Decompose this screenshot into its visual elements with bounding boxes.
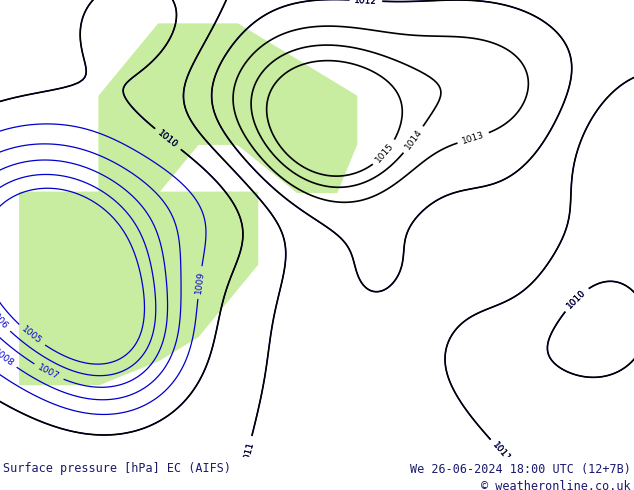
Polygon shape xyxy=(99,24,356,192)
Text: 1010: 1010 xyxy=(156,128,179,150)
Text: 1005: 1005 xyxy=(20,324,44,346)
Text: 1015: 1015 xyxy=(374,142,396,165)
Text: 1008: 1008 xyxy=(0,347,15,368)
Text: 1007: 1007 xyxy=(36,363,61,382)
Text: 1013: 1013 xyxy=(461,130,486,146)
Text: 1011: 1011 xyxy=(241,440,255,464)
Text: 1009: 1009 xyxy=(194,270,205,294)
Text: 1012: 1012 xyxy=(354,0,377,5)
Text: 1011: 1011 xyxy=(241,440,255,464)
Text: 1010: 1010 xyxy=(565,288,588,311)
Text: 1011: 1011 xyxy=(491,441,512,464)
Text: 1010: 1010 xyxy=(156,128,179,150)
Text: We 26-06-2024 18:00 UTC (12+7B): We 26-06-2024 18:00 UTC (12+7B) xyxy=(410,463,631,476)
Text: 1014: 1014 xyxy=(403,128,424,151)
Text: © weatheronline.co.uk: © weatheronline.co.uk xyxy=(481,480,631,490)
Text: 1006: 1006 xyxy=(0,308,10,331)
Text: Surface pressure [hPa] EC (AIFS): Surface pressure [hPa] EC (AIFS) xyxy=(3,462,231,475)
Text: 1010: 1010 xyxy=(565,288,588,311)
Text: 1012: 1012 xyxy=(354,0,377,5)
Text: 1011: 1011 xyxy=(491,441,512,464)
Polygon shape xyxy=(20,192,257,385)
